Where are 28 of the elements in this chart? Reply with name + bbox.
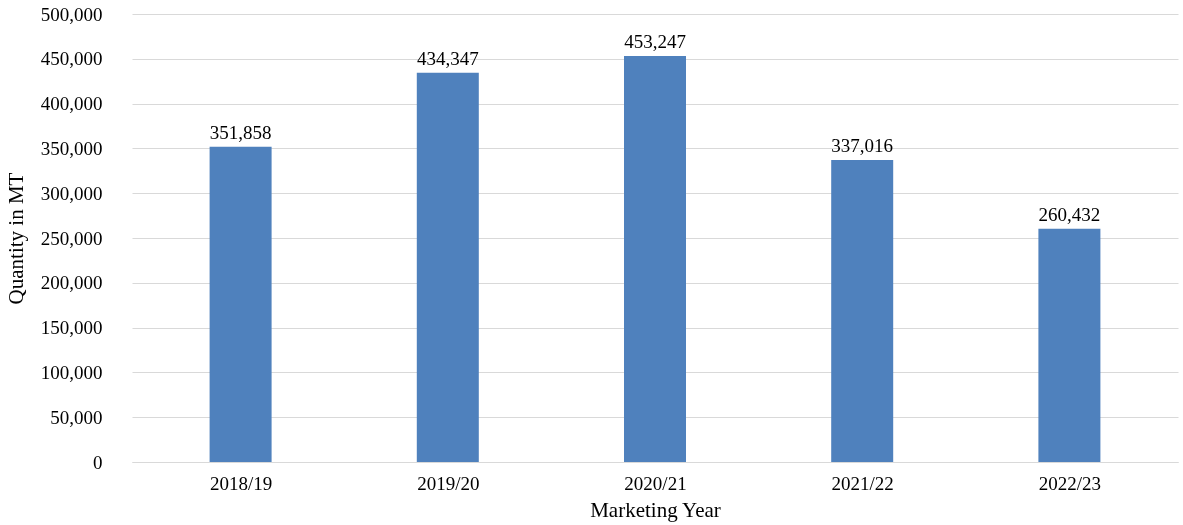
bar xyxy=(624,55,686,462)
bar xyxy=(831,160,894,462)
y-tick-label: 300,000 xyxy=(40,182,103,204)
data-label: 351,858 xyxy=(209,121,272,143)
bar xyxy=(209,146,272,462)
y-tick-label: 400,000 xyxy=(40,93,103,115)
data-label: 453,247 xyxy=(624,30,686,52)
y-axis-title: Quantity in MT xyxy=(3,172,28,305)
y-tick-label: 100,000 xyxy=(40,361,103,383)
y-tick-label: 500,000 xyxy=(40,3,103,25)
data-label: 260,432 xyxy=(1038,203,1101,225)
bar xyxy=(1038,228,1101,462)
x-tick-label: 2022/23 xyxy=(1038,472,1102,494)
y-tick-label: 200,000 xyxy=(40,272,103,294)
x-tick-label: 2021/22 xyxy=(831,472,894,494)
y-tick-label: 150,000 xyxy=(40,317,103,339)
x-tick-label: 2018/19 xyxy=(209,472,273,494)
y-tick-label: 50,000 xyxy=(50,406,103,428)
x-tick-label: 2020/21 xyxy=(624,472,687,494)
x-tick-label: 2019/20 xyxy=(417,472,480,494)
bar xyxy=(416,72,479,462)
x-axis-title: Marketing Year xyxy=(590,497,721,522)
y-tick-label: 0 xyxy=(93,451,103,473)
data-label: 337,016 xyxy=(831,135,894,157)
y-tick-label: 250,000 xyxy=(40,227,103,249)
data-label: 434,347 xyxy=(416,47,479,69)
y-tick-label: 350,000 xyxy=(40,137,103,159)
y-tick-label: 450,000 xyxy=(40,48,103,70)
